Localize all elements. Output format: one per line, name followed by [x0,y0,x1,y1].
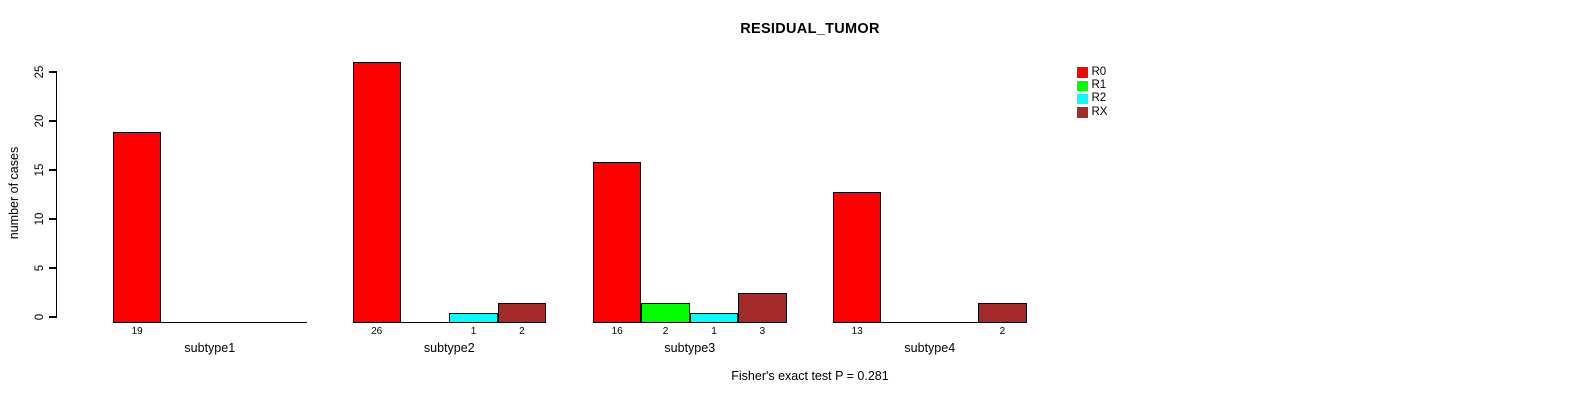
legend-label: R2 [1091,92,1107,105]
legend-swatch-RX [1077,107,1088,118]
y-axis-line [55,71,57,318]
legend-item-RX: RX [1077,106,1107,119]
y-tick-label: 20 [34,114,46,128]
stat-test-annotation: Fisher's exact test P = 0.281 [731,369,889,383]
bar-R0-subtype3 [593,162,642,323]
y-tick-label: 5 [34,264,46,272]
bar-value-label: 1 [711,326,717,337]
category-label-subtype2: subtype2 [423,341,475,355]
y-tick-label: 10 [34,212,46,226]
bar-R2-subtype2 [449,312,498,323]
bar-value-label: 2 [519,326,525,337]
bar-RX-subtype2 [497,302,547,323]
bar-value-label: 2 [662,326,669,337]
bar-value-label: 16 [611,326,623,337]
bar-value-label: 2 [999,326,1006,337]
bar-RX-subtype3 [738,292,787,323]
y-tick [48,71,56,73]
y-tick [48,316,56,318]
category-label-subtype4: subtype4 [904,341,956,355]
bar-R2-subtype3 [689,312,739,323]
legend-swatch-R2 [1077,93,1088,105]
bar-value-label: 3 [759,326,766,337]
legend-swatch-R0 [1077,67,1088,78]
x-axis-segment [113,321,307,323]
category-label-subtype3: subtype3 [664,341,716,355]
legend-item-R2: R2 [1077,93,1107,106]
y-tick [48,169,56,171]
y-tick-label: 0 [34,313,46,321]
bar-R0-subtype1 [113,132,162,323]
bar-value-label: 19 [131,326,143,337]
y-tick [48,267,56,269]
bar-R0-subtype2 [352,61,401,323]
legend-swatch-R1 [1077,80,1088,92]
legend-label: R1 [1091,79,1107,92]
bar-RX-subtype4 [978,302,1027,323]
bar-value-label: 26 [371,326,383,337]
legend: R0 R1 R2 RX [1077,66,1107,119]
bar-R1-subtype3 [641,302,690,323]
y-tick-label: 15 [34,163,46,177]
y-tick-label: 25 [34,65,46,79]
x-axis-segment [833,321,1027,323]
legend-label: R0 [1091,65,1107,78]
y-tick [48,218,56,220]
bar-value-label: 13 [851,326,863,337]
bar-R0-subtype4 [833,192,882,323]
category-label-subtype1: subtype1 [184,341,236,355]
legend-label: RX [1091,105,1108,118]
legend-item-R0: R0 [1077,66,1107,79]
chart-title: RESIDUAL_TUMOR [740,21,880,37]
legend-item-R1: R1 [1077,79,1107,92]
y-tick [48,120,56,122]
bar-value-label: 1 [470,326,477,337]
